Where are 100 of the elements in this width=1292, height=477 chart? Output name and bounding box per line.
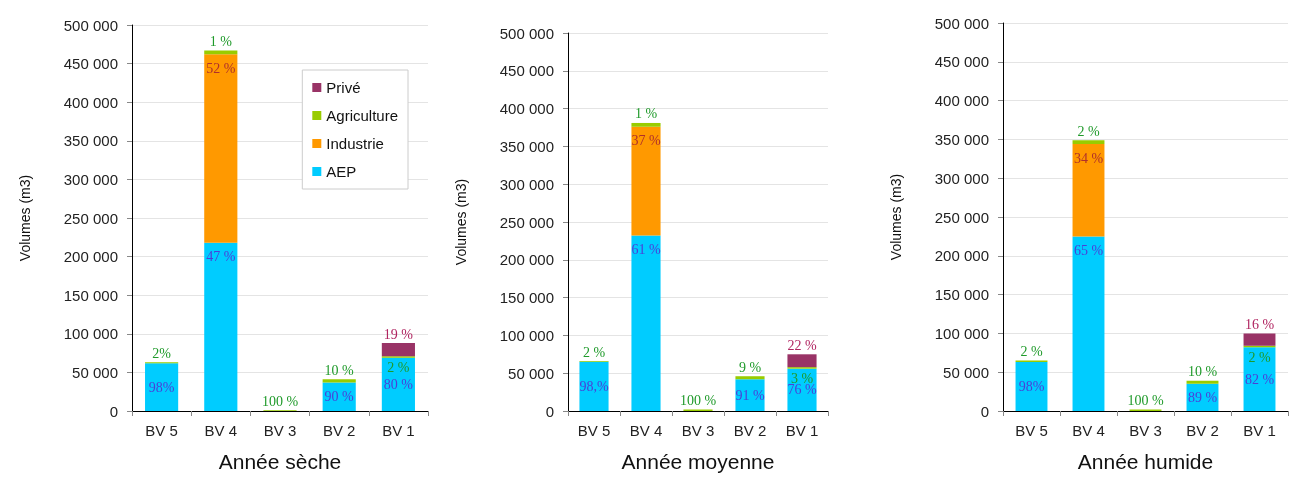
y-tick-label: 500 000 (934, 14, 989, 32)
y-tick-label: 400 000 (499, 100, 554, 118)
bar (204, 242, 238, 411)
annotation: 91 % (735, 387, 765, 403)
bar (1072, 236, 1105, 411)
y-tick-label: 150 000 (63, 286, 118, 304)
x-tick-label: BV 1 (382, 422, 415, 439)
y-tick-label: 400 000 (63, 93, 118, 111)
x-tick-label: BV 4 (629, 422, 663, 439)
y-tick-label: 50 000 (72, 363, 118, 381)
x-tick-label: BV 1 (785, 422, 819, 439)
x-tick-label: BV 3 (681, 422, 715, 439)
y-tick-label: 250 000 (934, 208, 989, 226)
legend-label: Agriculture (326, 107, 399, 124)
x-axis-title: Année sèche (218, 450, 342, 473)
x-tick-label: BV 2 (733, 422, 767, 439)
y-tick-label: 450 000 (63, 55, 118, 73)
annotation: 19 % (383, 326, 414, 342)
annotation: 98,% (579, 378, 609, 394)
annotation: 2 % (1020, 344, 1043, 360)
y-tick-label: 300 000 (499, 175, 554, 193)
annotation: 2% (152, 345, 172, 361)
y-tick-label: 0 (980, 402, 989, 420)
y-tick-label: 200 000 (63, 248, 118, 266)
y-tick-label: 350 000 (499, 137, 554, 155)
y-tick-label: 350 000 (934, 130, 989, 148)
annotation: 98% (148, 379, 175, 395)
x-tick-label: BV 4 (1072, 422, 1105, 439)
annotation: 22 % (787, 337, 817, 353)
y-tick-label: 250 000 (499, 213, 554, 231)
x-axis-title: Année humide (1077, 450, 1214, 473)
y-tick-label: 200 000 (499, 251, 554, 269)
annotation: 9 % (738, 359, 762, 375)
y-tick-label: 300 000 (934, 169, 989, 187)
annotation: 52 % (206, 60, 236, 76)
annotation: 90 % (324, 389, 355, 405)
bar (1072, 144, 1105, 237)
bar (1243, 333, 1276, 346)
bar (579, 361, 609, 411)
y-axis-title: Volumes (m3) (888, 173, 904, 261)
y-tick-label: 200 000 (934, 247, 989, 265)
annotation: 10 % (1187, 364, 1218, 380)
bar (787, 354, 817, 368)
x-tick-label: BV 5 (145, 422, 178, 439)
y-tick-label: 50 000 (943, 363, 989, 381)
x-tick-label: BV 1 (1243, 422, 1276, 439)
bar (1072, 140, 1105, 145)
annotation: 100 % (1127, 392, 1164, 408)
annotation: 1 % (209, 33, 233, 49)
legend-label: Industrie (326, 135, 384, 152)
annotation: 80 % (383, 376, 414, 392)
bar (381, 343, 415, 357)
x-tick-label: BV 2 (1186, 422, 1219, 439)
legend-label: AEP (326, 163, 357, 180)
bar (204, 50, 238, 55)
annotation: 100 % (679, 392, 717, 408)
x-axis-title: Année moyenne (621, 450, 775, 473)
y-tick-label: 350 000 (63, 132, 118, 150)
y-tick-label: 0 (545, 402, 554, 420)
bar (204, 54, 238, 243)
y-tick-label: 100 000 (499, 326, 554, 344)
y-tick-label: 400 000 (934, 92, 989, 110)
y-tick-label: 500 000 (63, 16, 118, 34)
x-tick-label: BV 2 (322, 422, 356, 439)
x-tick-label: BV 3 (1129, 422, 1162, 439)
legend-label: Privé (326, 79, 361, 96)
bar (1186, 380, 1219, 384)
y-tick-label: 250 000 (63, 209, 118, 227)
y-tick-label: 450 000 (934, 53, 989, 71)
x-tick-label: BV 5 (577, 422, 611, 439)
y-tick-label: 450 000 (499, 62, 554, 80)
bar (735, 376, 765, 380)
annotation: 98% (1018, 379, 1045, 395)
annotation: 89 % (1187, 389, 1218, 405)
x-tick-label: BV 3 (263, 422, 297, 439)
bar (631, 122, 661, 127)
y-tick-label: 150 000 (499, 289, 554, 307)
y-tick-label: 500 000 (499, 24, 554, 42)
annotation: 100 % (261, 393, 299, 409)
annotation: 47 % (206, 249, 236, 265)
bar (631, 126, 661, 236)
annotation: 34 % (1073, 150, 1104, 166)
annotation: 37 % (631, 133, 661, 149)
annotation: 61 % (631, 242, 661, 258)
annotation: 2 % (1077, 123, 1100, 139)
annotation: 1 % (634, 106, 658, 122)
annotation: 16 % (1244, 316, 1275, 332)
y-axis-title: Volumes (m3) (453, 178, 469, 266)
y-tick-label: 150 000 (934, 286, 989, 304)
bar (322, 379, 356, 383)
annotation: 82 % (1244, 371, 1275, 387)
y-tick-label: 50 000 (508, 364, 554, 382)
annotation: 65 % (1073, 242, 1104, 258)
x-tick-label: BV 5 (1015, 422, 1048, 439)
y-axis-title: Volumes (m3) (17, 174, 33, 262)
y-tick-label: 0 (109, 402, 118, 420)
x-tick-label: BV 4 (204, 422, 238, 439)
annotation: 2 % (582, 344, 606, 360)
annotation: 2 % (387, 360, 410, 376)
annotation: 2 % (1248, 349, 1271, 365)
